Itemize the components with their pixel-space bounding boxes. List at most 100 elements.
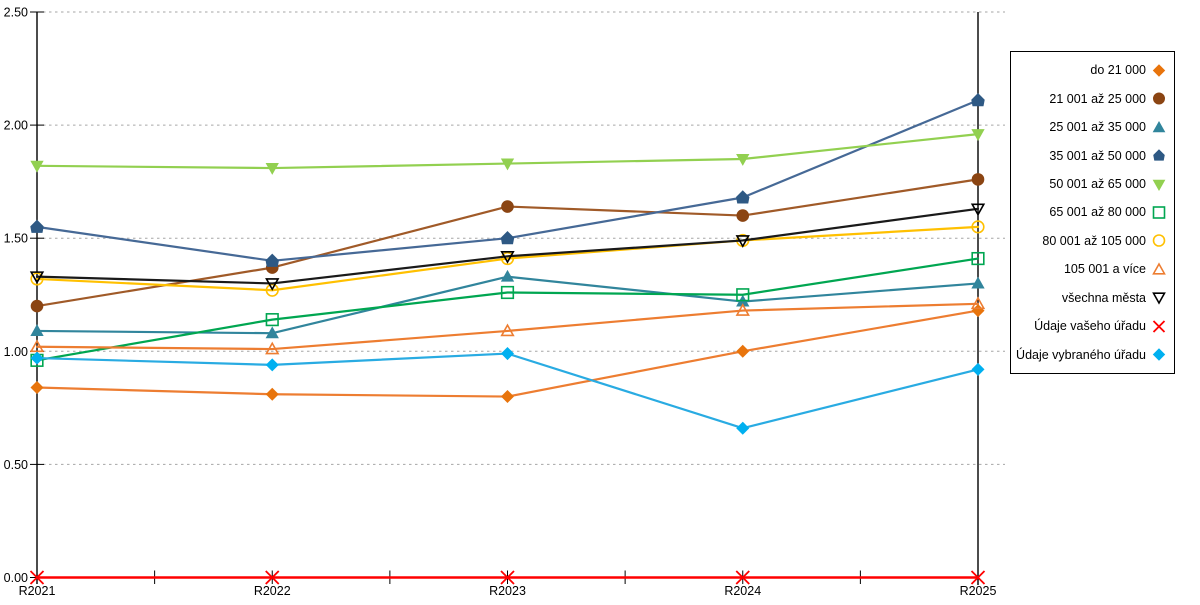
diamond-marker: [971, 362, 985, 376]
diamond-marker: [736, 344, 750, 358]
legend-item-label: 105 001 a více: [1063, 262, 1146, 277]
square-marker: [265, 313, 279, 327]
triangle-down-marker: [265, 163, 279, 175]
series-1: [30, 304, 985, 404]
legend-triangle-up-icon: [1152, 120, 1166, 132]
legend-item: 65 001 až 80 000: [1011, 199, 1174, 225]
triangle-down-marker: [500, 158, 515, 171]
diamond-marker: [500, 390, 515, 404]
triangle-up-marker-legend: [1152, 120, 1166, 132]
x-tick-label: R2024: [724, 584, 761, 598]
triangle-up-marker: [500, 269, 515, 282]
legend-item-label: 35 001 až 50 000: [1049, 148, 1146, 163]
legend-item: do 21 000: [1011, 57, 1174, 83]
circle-marker-legend: [1153, 92, 1165, 105]
circle-marker: [500, 251, 515, 266]
x-tick-label: R2025: [960, 584, 997, 598]
legend-item: všechna města: [1011, 285, 1174, 311]
x-marker: [735, 570, 750, 585]
legend-item: 35 001 až 50 000: [1011, 143, 1174, 169]
circle-marker: [736, 209, 750, 222]
legend-item: 25 001 až 35 000: [1011, 114, 1174, 140]
series-9: [29, 203, 986, 291]
y-tick-label: 2.00: [4, 119, 28, 133]
legend-circle-icon: [1152, 234, 1166, 248]
legend-item-label: Údaje vašeho úřadu: [1034, 319, 1146, 334]
legend-pentagon-icon: [1153, 149, 1165, 161]
legend-item: Údaje vašeho úřadu: [1011, 313, 1174, 339]
diamond-marker: [265, 358, 279, 372]
triangle-up-marker: [29, 339, 45, 353]
triangle-up-marker: [971, 276, 985, 289]
legend-item: 105 001 a více: [1011, 256, 1174, 282]
triangle-down-marker: [970, 203, 986, 217]
x-tick-label: R2022: [254, 584, 291, 598]
triangle-down-marker-legend: [1152, 292, 1166, 305]
legend-square-icon: [1152, 206, 1166, 219]
series-line: [35, 207, 980, 285]
series-line: [35, 225, 980, 292]
diamond-marker: [30, 380, 44, 394]
x-marker: [29, 570, 45, 585]
square-marker-legend: [1152, 206, 1166, 219]
triangle-down-marker: [971, 129, 985, 141]
legend-item-label: 80 001 až 105 000: [1042, 233, 1146, 248]
diamond-marker: [500, 347, 515, 361]
circle-marker: [971, 173, 985, 186]
triangle-down-marker: [30, 160, 44, 173]
series-8: [29, 296, 986, 355]
legend-item: 21 001 až 25 000: [1011, 86, 1174, 112]
legend-item-label: všechna města: [1061, 290, 1146, 305]
x-marker: [500, 570, 515, 585]
pentagon-marker: [736, 190, 750, 204]
legend-item-label: 21 001 až 25 000: [1049, 91, 1146, 106]
triangle-down-marker: [500, 250, 515, 264]
y-tick-label: 0.50: [4, 458, 28, 472]
x-marker: [970, 570, 986, 585]
legend-item: Údaje vybraného úřadu: [1011, 342, 1174, 368]
triangle-up-marker: [500, 323, 515, 337]
legend-item-label: 65 001 až 80 000: [1049, 205, 1146, 220]
square-marker: [500, 285, 515, 300]
series-4: [30, 93, 985, 267]
x-tick-label: R2023: [489, 584, 526, 598]
square-marker: [736, 288, 750, 302]
triangle-down-marker: [735, 235, 750, 248]
series-line: [35, 302, 980, 351]
triangle-down-marker: [265, 278, 280, 291]
legend-triangle-down-icon: [1152, 292, 1166, 305]
pentagon-marker-legend: [1153, 149, 1165, 161]
triangle-up-marker: [265, 341, 280, 355]
series-5: [30, 129, 985, 175]
diamond-marker-legend: [1152, 64, 1166, 77]
x-marker-legend: [1152, 320, 1166, 333]
triangle-down-marker: [29, 271, 45, 285]
circle-marker: [30, 272, 44, 286]
legend-item: 80 001 až 105 000: [1011, 228, 1174, 254]
circle-marker-legend: [1152, 234, 1166, 248]
legend-item: 50 001 až 65 000: [1011, 171, 1174, 197]
diamond-marker: [265, 387, 279, 401]
legend-circle-icon: [1153, 92, 1165, 105]
square-marker: [971, 251, 985, 266]
pentagon-marker: [30, 219, 44, 233]
legend-item-label: 50 001 až 65 000: [1049, 177, 1146, 192]
legend-item-label: Údaje vybraného úřadu: [1016, 347, 1146, 362]
chart-legend: do 21 000 21 001 až 25 000 25 001 až 35 00…: [1010, 51, 1175, 374]
x-tick-label: R2021: [19, 584, 56, 598]
triangle-up-marker: [970, 296, 986, 310]
pentagon-marker: [500, 230, 515, 245]
legend-item-label: do 21 000: [1090, 63, 1146, 78]
triangle-down-marker-legend: [1152, 179, 1166, 191]
series-line: [35, 257, 980, 362]
legend-triangle-down-icon: [1152, 179, 1166, 191]
triangle-down-marker: [736, 154, 750, 166]
circle-marker: [501, 200, 514, 213]
triangle-up-marker: [265, 326, 279, 339]
x-marker: [265, 570, 280, 585]
pentagon-marker: [265, 253, 279, 267]
legend-diamond-icon: [1152, 64, 1166, 77]
legend-item-label: 25 001 až 35 000: [1049, 120, 1146, 135]
